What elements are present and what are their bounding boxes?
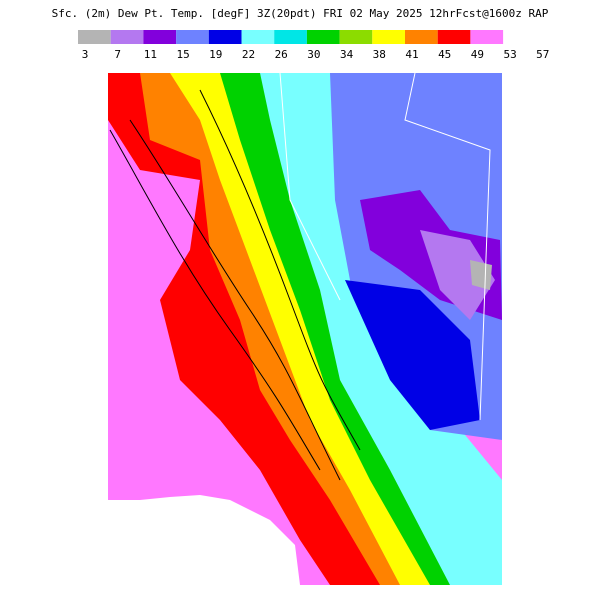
field-lightpurple <box>420 230 495 320</box>
colorbar-swatch <box>306 30 340 44</box>
colorbar-label: 38 <box>373 48 386 61</box>
colorbar-swatch <box>176 30 209 44</box>
state-borders <box>279 73 491 421</box>
colorbar-label: 22 <box>242 48 255 61</box>
colorbar-label: 30 <box>307 48 320 61</box>
colorbar-label: 11 <box>144 48 157 61</box>
colorbar-swatch <box>241 30 275 44</box>
colorbar-swatch <box>110 30 144 44</box>
colorbar-swatch <box>208 30 242 44</box>
colorbar-label: 45 <box>438 48 451 61</box>
colorbar-label: 57 <box>536 48 549 61</box>
colorbar-swatch <box>470 30 504 44</box>
colorbar-swatch <box>143 30 177 44</box>
colorbar-label: 3 <box>82 48 89 61</box>
field-blue <box>345 280 480 430</box>
colorbar-label: 49 <box>471 48 484 61</box>
colorbar-swatch <box>405 30 438 44</box>
colorbar-label: 19 <box>209 48 222 61</box>
colorbar-swatch <box>372 30 405 44</box>
colorbar-swatch <box>339 30 373 44</box>
colorbar-label: 53 <box>503 48 516 61</box>
colorbar-swatch <box>437 30 471 44</box>
contours <box>109 89 361 481</box>
colorbar-label: 15 <box>176 48 189 61</box>
colorbar-label: 41 <box>405 48 418 61</box>
map <box>108 73 502 585</box>
field-gray <box>470 260 492 290</box>
colorbar: 3 7 11 15 19 22 26 30 34 38 41 45 49 53 57 <box>78 30 549 61</box>
colorbar-swatch <box>274 30 307 44</box>
colorbar-swatch <box>78 30 111 44</box>
colorbar-label: 26 <box>275 48 288 61</box>
colorbar-label: 34 <box>340 48 354 61</box>
title: Sfc. (2m) Dew Pt. Temp. [degF] 3Z(20pdt)… <box>52 7 549 20</box>
colorbar-label: 7 <box>114 48 121 61</box>
